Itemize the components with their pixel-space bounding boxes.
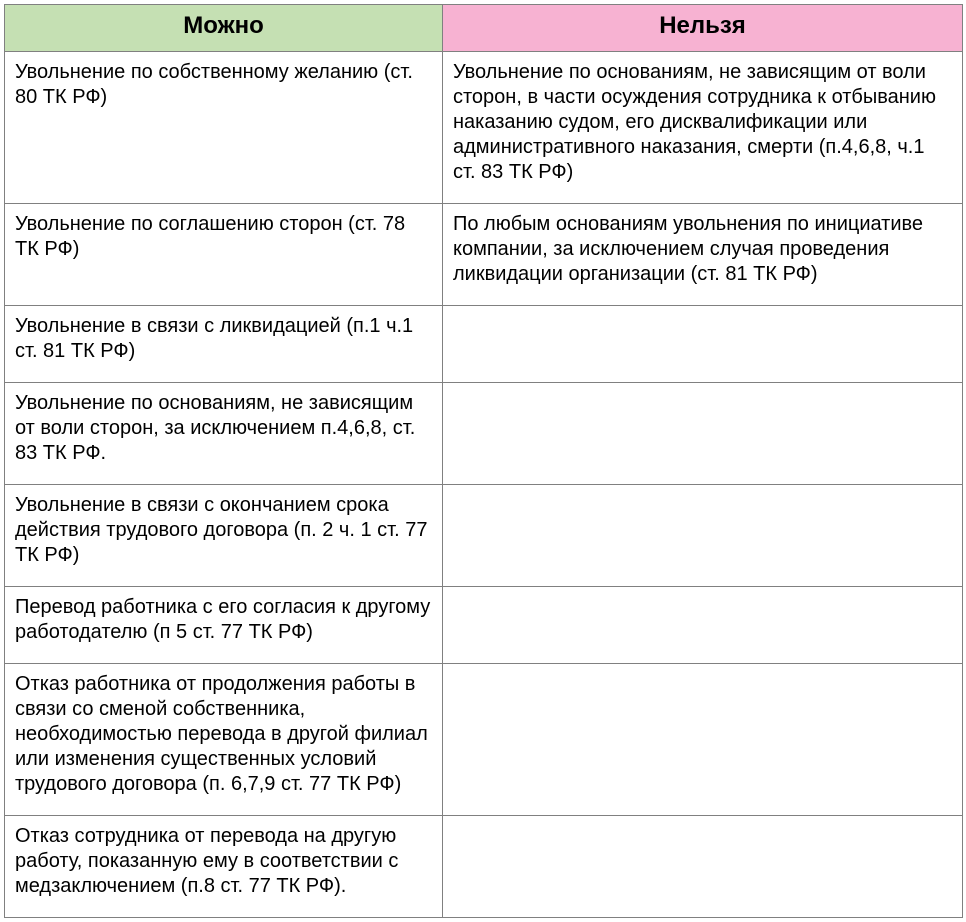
cell-forbidden: По любым основаниям увольнения по инициа… <box>443 204 963 306</box>
cell-allowed: Отказ работника от продолжения работы в … <box>5 664 443 816</box>
cell-allowed: Увольнение по соглашению сторон (ст. 78 … <box>5 204 443 306</box>
cell-forbidden <box>443 383 963 485</box>
column-header-allowed: Можно <box>5 5 443 52</box>
cell-allowed: Отказ сотрудника от перевода на другую р… <box>5 816 443 918</box>
cell-forbidden <box>443 816 963 918</box>
table-row: Отказ сотрудника от перевода на другую р… <box>5 816 963 918</box>
cell-forbidden <box>443 485 963 587</box>
table-header-row: Можно Нельзя <box>5 5 963 52</box>
table-row: Увольнение в связи с ликвидацией (п.1 ч.… <box>5 306 963 383</box>
cell-allowed: Увольнение в связи с ликвидацией (п.1 ч.… <box>5 306 443 383</box>
cell-forbidden <box>443 664 963 816</box>
cell-allowed: Увольнение в связи с окончанием срока де… <box>5 485 443 587</box>
table-row: Увольнение в связи с окончанием срока де… <box>5 485 963 587</box>
cell-allowed: Перевод работника с его согласия к друго… <box>5 587 443 664</box>
cell-allowed: Увольнение по основаниям, не зависящим о… <box>5 383 443 485</box>
table-row: Увольнение по собственному желанию (ст. … <box>5 52 963 204</box>
comparison-table: Можно Нельзя Увольнение по собственному … <box>4 4 963 918</box>
table-row: Увольнение по соглашению сторон (ст. 78 … <box>5 204 963 306</box>
table-row: Увольнение по основаниям, не зависящим о… <box>5 383 963 485</box>
table-row: Отказ работника от продолжения работы в … <box>5 664 963 816</box>
cell-forbidden <box>443 587 963 664</box>
cell-allowed: Увольнение по собственному желанию (ст. … <box>5 52 443 204</box>
cell-forbidden <box>443 306 963 383</box>
table-row: Перевод работника с его согласия к друго… <box>5 587 963 664</box>
cell-forbidden: Увольнение по основаниям, не зависящим о… <box>443 52 963 204</box>
column-header-forbidden: Нельзя <box>443 5 963 52</box>
